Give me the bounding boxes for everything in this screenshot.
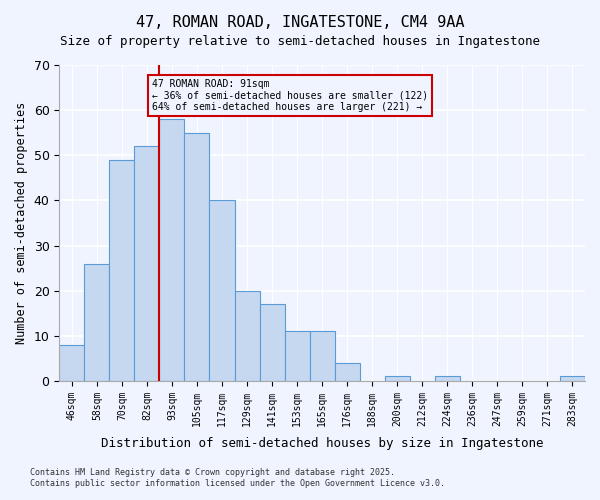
- Y-axis label: Number of semi-detached properties: Number of semi-detached properties: [15, 102, 28, 344]
- Bar: [184, 132, 209, 381]
- Text: 47 ROMAN ROAD: 91sqm
← 36% of semi-detached houses are smaller (122)
64% of semi: 47 ROMAN ROAD: 91sqm ← 36% of semi-detac…: [152, 78, 428, 112]
- Bar: [134, 146, 160, 381]
- Bar: [109, 160, 134, 381]
- Text: Contains HM Land Registry data © Crown copyright and database right 2025.
Contai: Contains HM Land Registry data © Crown c…: [30, 468, 445, 487]
- Bar: [260, 304, 284, 381]
- Bar: [160, 119, 184, 381]
- Bar: [335, 363, 359, 381]
- Bar: [284, 332, 310, 381]
- Text: 47, ROMAN ROAD, INGATESTONE, CM4 9AA: 47, ROMAN ROAD, INGATESTONE, CM4 9AA: [136, 15, 464, 30]
- Bar: [59, 345, 85, 381]
- Bar: [235, 290, 260, 381]
- Bar: [85, 264, 109, 381]
- Bar: [435, 376, 460, 381]
- Bar: [385, 376, 410, 381]
- Bar: [560, 376, 585, 381]
- X-axis label: Distribution of semi-detached houses by size in Ingatestone: Distribution of semi-detached houses by …: [101, 437, 544, 450]
- Bar: [310, 332, 335, 381]
- Text: Size of property relative to semi-detached houses in Ingatestone: Size of property relative to semi-detach…: [60, 35, 540, 48]
- Bar: [209, 200, 235, 381]
